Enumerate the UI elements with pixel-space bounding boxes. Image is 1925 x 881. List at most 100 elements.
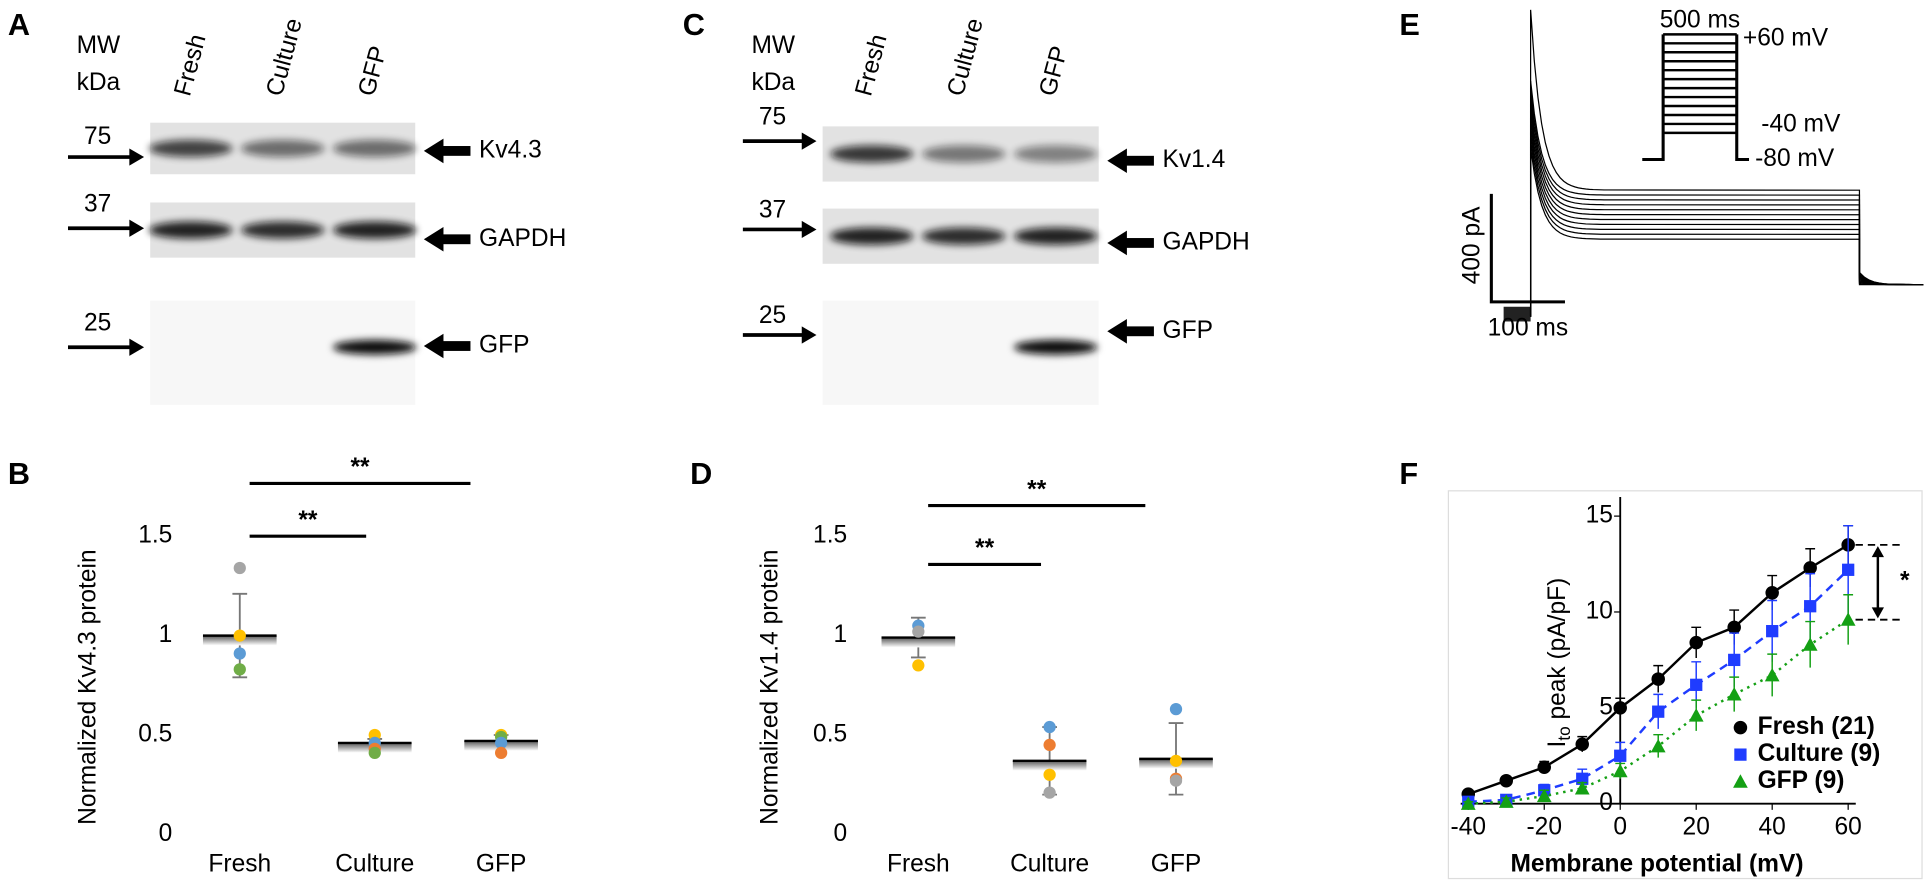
lane-label: GFP <box>353 43 392 99</box>
blot-band <box>241 139 325 158</box>
y-axis-label: Normalized Kv4.3 protein <box>74 549 101 824</box>
replicate-dot <box>1169 703 1183 716</box>
protocol-duration: 500 ms <box>1660 6 1740 33</box>
mw-marker: 37 <box>84 190 111 217</box>
data-point <box>1765 586 1779 600</box>
y-tick-label: 0.5 <box>813 720 847 747</box>
data-point <box>1804 600 1817 613</box>
protocol-outline <box>1642 34 1750 162</box>
data-point <box>1614 749 1627 762</box>
data-point <box>1536 788 1552 803</box>
scale-current: 400 pA <box>1458 206 1485 284</box>
marker-arrow-head <box>129 338 145 356</box>
band-arrow-head <box>1107 230 1127 256</box>
y-tick-label: 1 <box>159 621 173 648</box>
mw-marker: 25 <box>759 302 786 329</box>
x-tick-label: -40 <box>1451 814 1486 841</box>
blot-band <box>241 221 325 239</box>
x-tick-label: 20 <box>1683 814 1710 841</box>
band-label: GFP <box>1163 317 1213 344</box>
data-point <box>1727 620 1741 635</box>
band-label: GAPDH <box>479 225 566 252</box>
replicate-dot <box>1043 720 1056 734</box>
blot-band <box>829 145 914 163</box>
blot-band <box>1014 339 1098 355</box>
band-label: Kv4.3 <box>479 136 542 163</box>
x-tick-label: Fresh <box>208 851 271 878</box>
band-arrow <box>441 146 471 156</box>
current-trace <box>1529 110 1924 317</box>
x-axis-label: Membrane potential (mV) <box>1510 851 1803 878</box>
replicate-dot <box>233 663 246 676</box>
significance-mark: ** <box>975 535 995 562</box>
scale-time: 100 ms <box>1488 314 1568 341</box>
data-point <box>1764 667 1780 682</box>
blot-band <box>1014 145 1098 163</box>
band-arrow <box>1124 238 1154 248</box>
current-trace <box>1529 139 1924 317</box>
lane-label: Fresh <box>169 31 211 99</box>
data-point <box>1728 653 1741 667</box>
data-point <box>1766 625 1779 638</box>
band-label: GFP <box>479 332 529 359</box>
band-arrow-head <box>1107 319 1127 344</box>
replicate-dot <box>368 746 381 760</box>
band-label: GAPDH <box>1163 228 1250 255</box>
x-tick-label: 40 <box>1759 814 1786 841</box>
y-axis-label: Normalized Kv1.4 protein <box>757 549 784 824</box>
y-tick-label: 0 <box>159 820 173 847</box>
panel-letter: F <box>1399 457 1418 491</box>
replicate-dot <box>1043 738 1056 752</box>
y-axis-label-part: peak (pA/pF) <box>1544 578 1571 727</box>
band-arrow <box>1124 326 1154 337</box>
replicate-dot <box>233 629 246 642</box>
replicate-dot <box>912 625 925 638</box>
current-trace <box>1529 125 1924 317</box>
data-point <box>1537 760 1551 775</box>
data-point <box>1650 738 1666 753</box>
protocol-level: -40 mV <box>1761 111 1841 138</box>
replicate-dot <box>1043 768 1056 781</box>
marker-arrow-head <box>801 132 817 150</box>
data-point <box>1690 678 1703 691</box>
significance-mark: ** <box>1027 476 1047 503</box>
data-point <box>1613 701 1627 715</box>
blot-band <box>922 145 1006 163</box>
y-axis-label-part: I <box>1544 741 1571 748</box>
replicate-dot <box>495 746 508 760</box>
data-point <box>1733 720 1748 735</box>
replicate-dot <box>233 561 246 575</box>
replicate-dot <box>912 659 925 672</box>
data-point <box>1499 773 1514 788</box>
panel-frame <box>1447 490 1923 880</box>
panel-letter: E <box>1399 8 1419 42</box>
y-tick-label: 15 <box>1586 502 1613 529</box>
significance-mark: ** <box>350 454 370 481</box>
marker-arrow-head <box>129 219 145 237</box>
data-point <box>1612 763 1628 778</box>
band-label: Kv1.4 <box>1163 146 1226 173</box>
data-point <box>1688 708 1704 722</box>
mw-header: kDa <box>751 69 795 96</box>
marker-arrow-head <box>801 220 817 239</box>
data-point <box>1652 705 1665 718</box>
replicate-dot <box>233 647 246 660</box>
band-arrow-head <box>423 333 444 359</box>
data-point <box>1840 612 1856 626</box>
mw-header: kDa <box>77 69 121 96</box>
x-tick-label: Fresh <box>887 851 950 878</box>
replicate-dot <box>495 736 508 750</box>
blot-band <box>148 221 233 239</box>
lane-label: Culture <box>942 16 989 99</box>
data-point <box>1651 672 1665 686</box>
band-arrow <box>441 234 471 245</box>
series-line <box>1468 618 1849 805</box>
data-point <box>1498 794 1514 808</box>
legend-label: GFP (9) <box>1758 767 1845 794</box>
x-tick-label: Culture <box>335 851 414 878</box>
current-trace <box>1529 9 1924 317</box>
mean-shade <box>881 637 956 648</box>
bracket-dash <box>1855 543 1900 621</box>
panel-letter: A <box>8 8 30 42</box>
blot-band <box>148 139 233 158</box>
